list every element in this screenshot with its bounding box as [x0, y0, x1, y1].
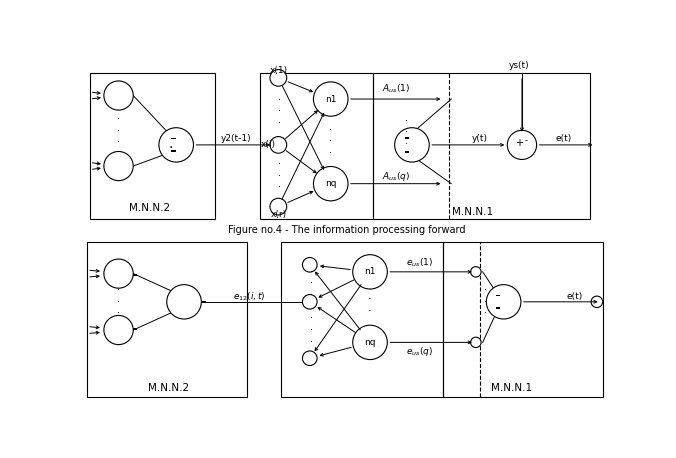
Bar — [496, 294, 500, 296]
Bar — [405, 151, 409, 153]
Text: ·
·: · · — [368, 294, 372, 316]
Bar — [132, 328, 137, 330]
Text: ·
·
·: · · · — [279, 95, 281, 128]
Bar — [90, 72, 216, 219]
Ellipse shape — [470, 267, 481, 277]
Ellipse shape — [104, 81, 133, 110]
Text: ·
·
·: · · · — [329, 125, 332, 158]
Ellipse shape — [470, 337, 481, 348]
Text: ·
·
·: · · · — [310, 313, 313, 347]
Text: M.N.N.2: M.N.N.2 — [148, 383, 189, 393]
Ellipse shape — [507, 131, 537, 159]
Text: x(i): x(i) — [261, 141, 276, 149]
Bar — [172, 137, 176, 140]
Text: ·: · — [169, 142, 173, 155]
Text: e(t): e(t) — [556, 134, 572, 143]
Text: nq: nq — [364, 338, 376, 347]
Text: $A_{us}(q)$: $A_{us}(q)$ — [382, 170, 410, 183]
Ellipse shape — [591, 296, 602, 308]
Text: -: - — [525, 136, 528, 145]
Bar — [132, 274, 137, 276]
Text: $e_{us}(1)$: $e_{us}(1)$ — [406, 257, 433, 269]
Text: ·
·
·: · · · — [310, 267, 313, 300]
Ellipse shape — [395, 128, 429, 162]
Bar — [87, 242, 247, 397]
Text: e(t): e(t) — [566, 292, 583, 301]
Bar — [260, 72, 372, 219]
Ellipse shape — [314, 82, 348, 116]
Text: y(t): y(t) — [472, 134, 488, 143]
Text: $e_{us}(q)$: $e_{us}(q)$ — [406, 345, 433, 358]
Ellipse shape — [314, 167, 348, 201]
Ellipse shape — [486, 284, 521, 319]
Bar — [172, 150, 176, 152]
Text: $A_{us}(1)$: $A_{us}(1)$ — [382, 82, 410, 95]
Bar — [443, 242, 603, 397]
Ellipse shape — [353, 255, 387, 289]
Ellipse shape — [159, 128, 193, 162]
Text: Figure no.4 - The information processing forward: Figure no.4 - The information processing… — [228, 224, 465, 234]
Text: $e_{12}(i,t)$: $e_{12}(i,t)$ — [233, 290, 266, 303]
Ellipse shape — [302, 351, 317, 365]
Ellipse shape — [353, 325, 387, 360]
Ellipse shape — [270, 70, 287, 86]
Ellipse shape — [302, 294, 317, 309]
Ellipse shape — [270, 198, 287, 215]
Ellipse shape — [167, 284, 201, 319]
Text: ·
·
·: · · · — [117, 114, 120, 147]
Bar — [372, 72, 590, 219]
Ellipse shape — [104, 259, 133, 288]
Text: ·
·
·: · · · — [405, 116, 408, 149]
Ellipse shape — [104, 152, 133, 180]
Text: y2(t-1): y2(t-1) — [221, 134, 251, 143]
Text: ·
·
·: · · · — [484, 285, 487, 318]
Text: M.N.N.2: M.N.N.2 — [129, 203, 170, 213]
Text: M.N.N.1: M.N.N.1 — [452, 207, 493, 217]
Bar — [405, 137, 409, 139]
Text: ys(t): ys(t) — [509, 61, 530, 70]
Text: nq: nq — [325, 179, 337, 188]
Text: +: + — [515, 138, 523, 148]
Bar — [202, 301, 206, 303]
Text: x(r): x(r) — [270, 210, 287, 219]
Bar — [281, 242, 443, 397]
Ellipse shape — [304, 297, 315, 307]
Ellipse shape — [104, 316, 133, 344]
Text: n1: n1 — [364, 267, 376, 276]
Text: ·
·
·: · · · — [117, 285, 120, 318]
Text: M.N.N.1: M.N.N.1 — [491, 383, 532, 393]
Ellipse shape — [302, 257, 317, 272]
Text: ·
·
·: · · · — [279, 159, 281, 192]
Text: x(1): x(1) — [269, 65, 287, 75]
Bar — [496, 307, 500, 309]
Ellipse shape — [270, 136, 287, 153]
Text: n1: n1 — [325, 94, 337, 104]
